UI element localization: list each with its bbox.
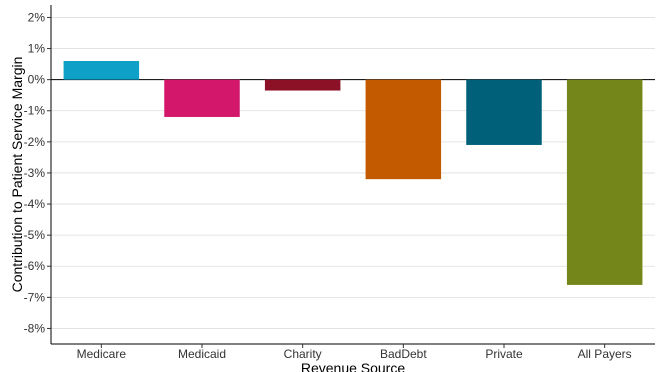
gridlines [51,17,655,329]
x-tick-label: Charity [284,347,322,361]
bar-private [466,79,542,145]
bar-all-payers [566,79,643,285]
y-tick-label: -1% [24,104,46,118]
bar-baddebt [365,79,442,180]
bar-medicare [63,60,140,80]
bar-medicaid [164,79,240,117]
x-axis-title: Revenue Source [301,360,406,372]
x-tick-label: Medicaid [178,347,226,361]
y-tick-label: 1% [28,42,46,56]
x-tick-label: BadDebt [380,347,427,361]
x-tick-label: All Payers [578,347,632,361]
y-tick-label: -6% [24,259,46,273]
x-tick-label: Medicare [77,347,127,361]
y-tick-label: -5% [24,228,46,242]
x-tick-label: Private [485,347,523,361]
y-tick-label: -8% [24,321,46,335]
y-tick-label: 2% [28,10,46,24]
y-tick-label: 0% [28,73,46,87]
y-axis-ticks: 2% 1% 0% -1% -2% -3% -4% -5% -6% -7% -8% [24,10,51,335]
bar-charity [264,79,341,91]
x-axis-ticks: Medicare Medicaid Charity BadDebt Private All… [77,344,632,361]
y-axis-title: Contribution to Patient Service Margin [9,57,25,293]
y-tick-label: -3% [24,166,46,180]
bars [63,60,643,285]
y-tick-label: -7% [24,290,46,304]
y-tick-label: -2% [24,135,46,149]
y-tick-label: -4% [24,197,46,211]
